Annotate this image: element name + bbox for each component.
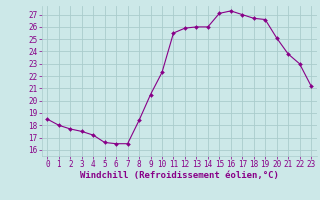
X-axis label: Windchill (Refroidissement éolien,°C): Windchill (Refroidissement éolien,°C) bbox=[80, 171, 279, 180]
